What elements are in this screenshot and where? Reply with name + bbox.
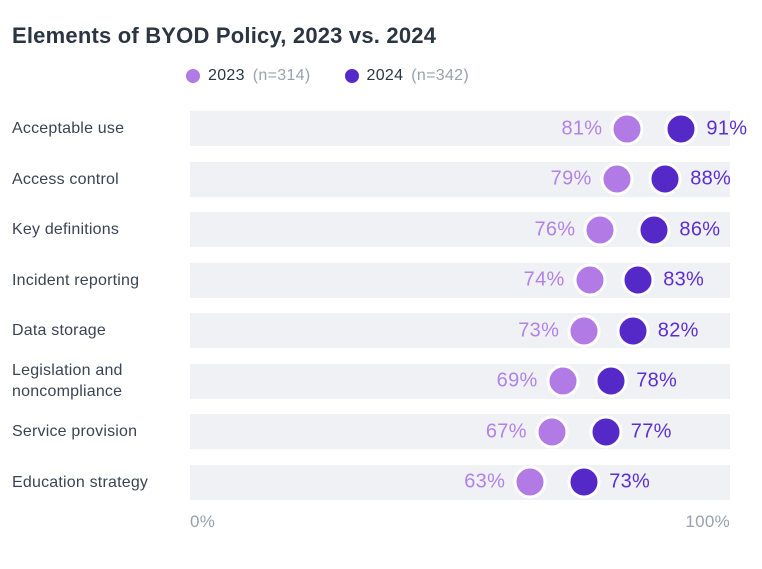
row-track: 79% 88% (190, 161, 732, 197)
value-label-2023: 67% (485, 420, 527, 442)
dot-2023 (583, 213, 617, 246)
chart-row: Legislation and noncompliance 69% 78% (0, 362, 762, 400)
legend-2023-label: 2023 (208, 67, 245, 84)
category-label: Acceptable use (12, 120, 125, 137)
x-axis: 0% 100% (190, 512, 730, 532)
value-label-2023: 76% (534, 218, 576, 240)
legend-item-2024: 2024 (n=342) (344, 67, 470, 85)
value-label-2024: 88% (690, 167, 732, 190)
row-track: 74% 83% (190, 262, 730, 298)
dot-2024 (648, 162, 682, 196)
chart-row: Education strategy 63% 73% (0, 464, 762, 500)
value-label-2024: 86% (679, 218, 721, 240)
category-label: Access control (12, 170, 119, 188)
legend-2024-label: 2024 (366, 67, 404, 84)
value-label-2024: 77% (630, 420, 672, 442)
legend-2023-dot-icon (186, 69, 200, 83)
value-label-2024: 91% (706, 117, 748, 139)
category-label: Incident reporting (12, 271, 140, 289)
row-track: 73% 82% (190, 313, 730, 348)
dot-2023 (546, 364, 580, 398)
value-label-2023: 63% (464, 470, 506, 493)
axis-max-label: 100% (685, 511, 730, 531)
category-label: Legislation and noncompliance (12, 362, 123, 400)
chart-row: Service provision 67% 77% (0, 414, 762, 449)
legend-2024-n-label: (n=342) (411, 67, 469, 84)
row-track: 81% 91% (190, 111, 747, 146)
category-label: Data storage (12, 322, 107, 339)
chart-row: Acceptable use 81% 91% (0, 111, 762, 146)
row-track: 63% 73% (190, 464, 730, 500)
dot-2023 (567, 314, 601, 347)
row-track: 67% 77% (190, 414, 730, 449)
dot-2024 (637, 213, 671, 246)
dot-2023 (535, 415, 569, 448)
dot-2024 (616, 314, 650, 347)
dot-2024 (567, 465, 601, 499)
value-label-2023: 74% (523, 268, 565, 291)
chart-row: Access control 79% 88% (0, 161, 762, 197)
chart-row: Data storage 73% 82% (0, 313, 762, 348)
row-track: 69% 78% (190, 363, 730, 399)
value-label-2023: 69% (496, 369, 538, 392)
row-track: 76% 86% (190, 212, 730, 247)
legend-2024-dot-icon (344, 69, 359, 83)
chart-rows: Acceptable use 81% 91% Access control 79% 88%… (0, 111, 762, 500)
dot-2024 (589, 415, 623, 448)
axis-min-label: 0% (190, 511, 216, 531)
chart-title: Elements of BYOD Policy, 2023 vs. 2024 (12, 23, 437, 48)
dot-2024 (621, 263, 655, 297)
value-label-2023: 73% (518, 319, 560, 341)
value-label-2024: 78% (636, 369, 678, 392)
value-label-2023: 79% (550, 167, 592, 190)
dot-2023 (600, 162, 634, 196)
dot-2023 (513, 465, 547, 499)
category-label: Service provision (12, 423, 138, 440)
dot-2023 (610, 112, 644, 145)
dot-2024 (594, 364, 628, 398)
legend-2023-n-label: (n=314) (252, 67, 311, 84)
legend: 2023 (n=314) 2024 (n=342) (186, 66, 762, 86)
dot-2024 (664, 112, 698, 145)
chart-row: Incident reporting 74% 83% (0, 262, 762, 298)
legend-item-2023: 2023 (n=314) (186, 67, 311, 85)
value-label-2023: 81% (561, 117, 603, 139)
category-label: Key definitions (12, 221, 120, 238)
value-label-2024: 82% (657, 319, 699, 341)
value-label-2024: 73% (609, 470, 651, 493)
category-label: Education strategy (12, 473, 149, 491)
dot-2023 (573, 263, 607, 297)
byod-policy-chart: Elements of BYOD Policy, 2023 vs. 2024 2… (0, 22, 762, 532)
value-label-2024: 83% (663, 268, 705, 291)
chart-row: Key definitions 76% 86% (0, 212, 762, 247)
